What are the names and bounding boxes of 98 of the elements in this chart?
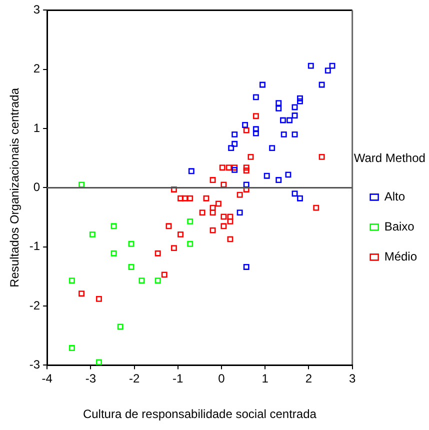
point — [324, 68, 331, 74]
point — [203, 195, 210, 202]
y-tick-label: 1 — [33, 120, 40, 135]
point — [297, 195, 303, 202]
y-axis-title: Resultados Organizacionais centrada — [8, 88, 22, 288]
point — [220, 214, 227, 220]
point — [215, 200, 222, 207]
point — [232, 140, 238, 147]
point — [228, 145, 234, 152]
x-tick-label: 3 — [348, 372, 356, 386]
y-tick-label: 3 — [33, 2, 40, 17]
point — [128, 264, 134, 270]
point — [68, 278, 75, 284]
legend-label: Alto — [384, 190, 406, 204]
legend-label: Médio — [384, 250, 418, 264]
point — [313, 204, 320, 211]
point — [269, 145, 276, 152]
point — [297, 98, 303, 104]
point — [236, 210, 243, 216]
point — [292, 112, 298, 118]
point — [199, 210, 206, 216]
x-tick-label: 2 — [305, 372, 312, 386]
point — [178, 231, 184, 238]
x-tick-label: -1 — [172, 372, 184, 386]
point — [308, 62, 314, 69]
point — [68, 345, 75, 352]
point — [276, 105, 282, 112]
point — [78, 290, 85, 297]
point — [329, 62, 336, 69]
legend-title: Ward Method — [354, 151, 426, 166]
point — [161, 272, 168, 278]
point — [232, 131, 238, 138]
point — [243, 164, 250, 171]
point — [264, 172, 270, 179]
point — [280, 131, 287, 138]
point — [187, 195, 194, 202]
point — [243, 264, 250, 270]
point — [210, 227, 216, 234]
point — [236, 192, 243, 198]
point — [220, 223, 227, 230]
point — [110, 250, 117, 256]
x-tick-label: -2 — [128, 372, 140, 386]
x-tick-label: 0 — [218, 372, 226, 386]
y-tick-label: 0 — [33, 180, 40, 194]
point — [166, 223, 172, 230]
point — [187, 218, 194, 224]
y-tick-label: -1 — [29, 239, 40, 254]
x-axis-title: Cultura de responsabilidade social centrada — [82, 407, 317, 422]
point — [178, 195, 184, 202]
legend-label: Baixo — [384, 220, 415, 234]
point — [252, 113, 259, 120]
point — [227, 236, 234, 242]
point — [318, 154, 325, 160]
point — [128, 240, 134, 247]
point — [117, 324, 124, 330]
point — [292, 131, 298, 138]
y-tick-label: -2 — [29, 298, 40, 312]
x-tick-label: 1 — [262, 372, 269, 386]
point — [242, 122, 248, 128]
point — [96, 359, 102, 366]
point — [182, 195, 188, 202]
point — [227, 214, 234, 220]
point — [187, 240, 194, 247]
point — [96, 296, 102, 302]
point — [110, 223, 117, 230]
point — [210, 204, 216, 211]
point — [170, 186, 177, 192]
point — [276, 100, 282, 106]
point — [154, 278, 161, 284]
point — [260, 82, 266, 88]
point — [188, 168, 194, 174]
point — [286, 117, 293, 124]
point — [252, 94, 259, 100]
point — [154, 250, 161, 256]
point — [252, 126, 259, 132]
x-tick-label: -3 — [85, 372, 96, 386]
point — [248, 154, 254, 160]
point — [226, 164, 232, 171]
point — [285, 172, 292, 178]
y-tick-label: 2 — [33, 62, 40, 76]
point — [219, 164, 226, 171]
point — [243, 127, 250, 134]
point — [252, 130, 259, 136]
point — [243, 168, 250, 174]
point — [297, 95, 303, 102]
point — [210, 177, 216, 183]
point — [210, 210, 216, 216]
point — [292, 190, 298, 197]
point — [138, 278, 145, 284]
point — [170, 245, 177, 252]
point — [280, 117, 286, 124]
y-tick-label: -3 — [29, 358, 40, 372]
x-tick-label: -4 — [42, 372, 53, 386]
point — [318, 82, 325, 88]
point — [89, 231, 96, 238]
point — [227, 218, 234, 224]
point — [276, 177, 282, 183]
point — [292, 104, 298, 110]
